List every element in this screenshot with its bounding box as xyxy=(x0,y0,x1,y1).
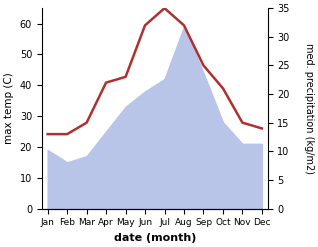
Y-axis label: max temp (C): max temp (C) xyxy=(4,72,14,144)
X-axis label: date (month): date (month) xyxy=(114,233,196,243)
Y-axis label: med. precipitation (kg/m2): med. precipitation (kg/m2) xyxy=(304,43,314,174)
